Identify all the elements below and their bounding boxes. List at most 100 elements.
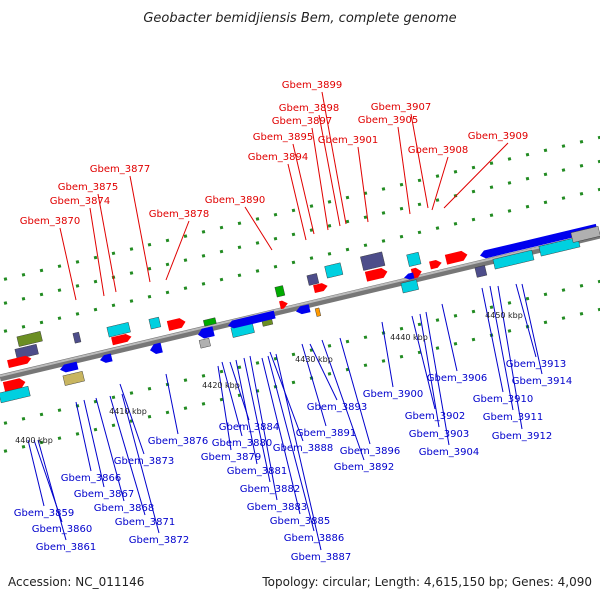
tick-mark xyxy=(471,165,476,170)
gene-label-forward: Gbem_3898 xyxy=(279,103,339,114)
tick-mark xyxy=(219,397,224,402)
gene-label-forward: Gbem_3897 xyxy=(272,116,332,127)
tick-mark xyxy=(435,174,440,178)
leader-line xyxy=(249,355,278,501)
gene-label-forward: Gbem_3907 xyxy=(371,102,431,113)
tick-mark xyxy=(183,286,188,290)
tick-mark xyxy=(165,238,170,243)
tick-mark xyxy=(57,408,62,412)
gene-label-reverse: Gbem_3887 xyxy=(291,552,351,563)
gene-label-reverse: Gbem_3903 xyxy=(409,429,469,440)
leader-line xyxy=(521,283,543,375)
tick-mark xyxy=(201,282,206,286)
leader-line xyxy=(411,315,436,410)
leader-line xyxy=(269,351,304,442)
tick-mark xyxy=(417,178,422,183)
gene-block xyxy=(72,331,82,344)
label-leader-lines xyxy=(27,91,543,551)
tick-mark xyxy=(147,386,152,391)
tick-mark xyxy=(345,195,350,200)
tick-mark xyxy=(471,217,476,222)
tick-mark xyxy=(21,416,26,421)
tick-mark xyxy=(381,359,386,363)
gene-label-forward: Gbem_3909 xyxy=(468,131,528,142)
leader-line xyxy=(275,353,322,551)
reverse-gene-arrow xyxy=(198,326,215,339)
tick-mark xyxy=(345,247,350,252)
tick-mark xyxy=(93,279,98,284)
leader-line xyxy=(515,283,537,358)
tick-mark xyxy=(561,144,566,148)
tick-mark xyxy=(183,406,188,410)
tick-mark xyxy=(399,354,404,359)
reverse-gene-arrow xyxy=(60,361,79,373)
tick-mark xyxy=(507,329,512,333)
forward-gene-arrow xyxy=(429,260,442,270)
scale-label: 4410 kbp xyxy=(109,407,147,416)
tick-mark xyxy=(525,204,530,209)
gene-block xyxy=(314,307,322,317)
gene-block xyxy=(0,385,31,404)
tick-mark xyxy=(291,352,296,357)
gene-block xyxy=(203,317,217,327)
reverse-gene-arrow xyxy=(100,353,113,363)
leader-line xyxy=(301,343,327,427)
forward-gene-arrow xyxy=(364,267,388,282)
tick-mark xyxy=(579,163,584,168)
tick-mark xyxy=(291,232,296,237)
tick-mark xyxy=(309,204,314,208)
tick-mark xyxy=(93,307,98,312)
tick-mark xyxy=(57,264,62,268)
gene-label-reverse: Gbem_3859 xyxy=(14,508,74,519)
tick-mark xyxy=(201,254,206,258)
tick-mark xyxy=(309,256,314,260)
tick-mark xyxy=(561,168,566,172)
tick-mark xyxy=(21,324,26,329)
tick-mark xyxy=(399,182,404,187)
tick-mark xyxy=(165,410,170,415)
gene-block xyxy=(324,262,344,279)
scale-label: 4420 kbp xyxy=(202,381,240,390)
gene-label-reverse: Gbem_3904 xyxy=(419,447,479,458)
gene-block xyxy=(106,322,131,338)
gene-block xyxy=(538,236,581,257)
gene-block xyxy=(406,251,422,267)
forward-gene-arrow xyxy=(166,318,186,331)
tick-mark xyxy=(543,292,548,297)
scale-label: 4400 kbp xyxy=(15,436,53,445)
tick-mark xyxy=(237,273,242,278)
tick-mark xyxy=(399,206,404,211)
gene-label-reverse: Gbem_3914 xyxy=(512,376,572,387)
gene-block xyxy=(360,251,386,271)
gene-block xyxy=(400,279,419,294)
tick-mark xyxy=(39,268,44,273)
gene-label-reverse: Gbem_3881 xyxy=(227,466,287,477)
tick-mark xyxy=(165,290,170,295)
tick-mark xyxy=(3,421,8,425)
forward-gene-arrow xyxy=(111,333,132,346)
tick-mark xyxy=(381,211,386,215)
gene-block xyxy=(474,265,488,278)
tick-mark xyxy=(489,185,494,190)
leader-line xyxy=(243,357,271,483)
leader-line xyxy=(321,91,347,225)
tick-mark xyxy=(291,260,296,265)
tick-mark xyxy=(291,208,296,213)
tick-mark xyxy=(111,251,116,256)
leader-line xyxy=(229,361,250,421)
leader-line xyxy=(75,401,92,472)
tick-mark xyxy=(507,209,512,213)
leader-line xyxy=(129,175,151,283)
tick-mark xyxy=(273,236,278,241)
tick-mark xyxy=(75,260,80,264)
gene-block xyxy=(492,249,535,270)
gene-label-reverse: Gbem_3884 xyxy=(219,422,279,433)
leader-line xyxy=(287,163,307,241)
tick-mark xyxy=(129,247,134,251)
tick-mark xyxy=(3,301,8,305)
tick-mark xyxy=(507,157,512,161)
tick-mark xyxy=(3,277,8,281)
gene-block xyxy=(148,316,162,330)
tick-mark xyxy=(237,221,242,226)
